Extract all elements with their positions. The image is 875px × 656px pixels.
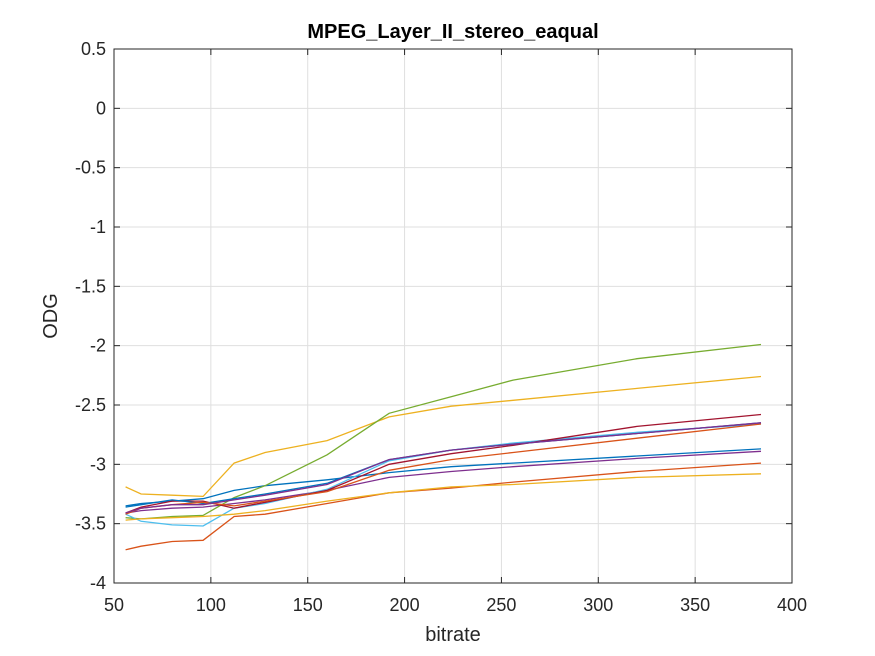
x-axis-label: bitrate (425, 624, 481, 646)
plot-area (114, 49, 792, 583)
x-tick-label: 300 (583, 595, 613, 615)
x-tick-labels: 50 100 150 200 250 300 350 400 (104, 595, 807, 615)
x-tick-label: 150 (293, 595, 323, 615)
y-tick-label: -0.5 (75, 158, 106, 178)
y-tick-label: -1 (90, 217, 106, 237)
x-tick-label: 400 (777, 595, 807, 615)
series-line-4 (125, 450, 762, 514)
x-tick-label: 50 (104, 595, 124, 615)
x-tick-label: 200 (390, 595, 420, 615)
x-tick-label: 250 (486, 595, 516, 615)
y-axis-label: ODG (40, 293, 62, 339)
series-line-11 (125, 422, 762, 514)
y-tick-label: -4 (90, 573, 106, 593)
chart-title: MPEG_Layer_II_stereo_eaqual (307, 21, 598, 43)
y-tick-label: -2 (90, 336, 106, 356)
y-tick-label: -2.5 (75, 395, 106, 415)
axes-box (113, 48, 793, 584)
series-lines (125, 343, 762, 551)
x-tick-label: 100 (196, 595, 226, 615)
series-line-10 (125, 473, 762, 521)
y-tick-label: 0 (96, 98, 106, 118)
y-tick-label: -1.5 (75, 276, 106, 296)
series-line-5 (125, 343, 762, 520)
y-tick-label: 0.5 (81, 39, 106, 59)
y-tick-label: -3.5 (75, 514, 106, 534)
y-tick-labels: 0.5 0 -0.5 -1 -1.5 -2 -2.5 -3 -3.5 -4 (75, 39, 106, 593)
y-tick-label: -3 (90, 454, 106, 474)
x-tick-label: 350 (680, 595, 710, 615)
series-line-3 (125, 375, 762, 498)
series-line-2 (125, 462, 762, 551)
axis-ticks (113, 48, 793, 584)
